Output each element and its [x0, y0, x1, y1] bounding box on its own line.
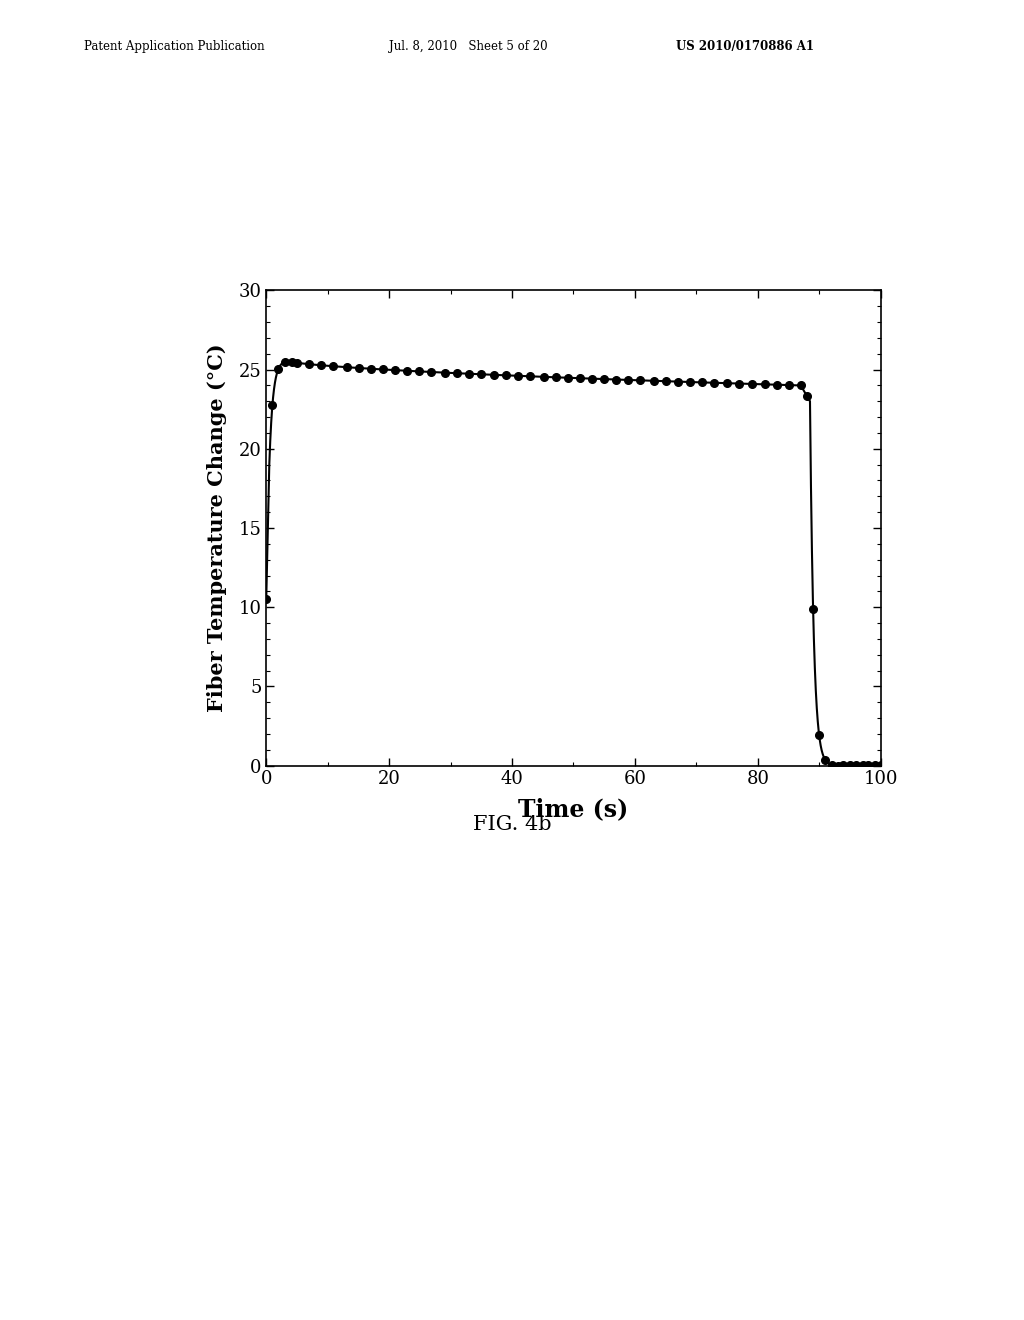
Text: Jul. 8, 2010   Sheet 5 of 20: Jul. 8, 2010 Sheet 5 of 20 [389, 40, 548, 53]
Text: FIG. 4b: FIG. 4b [473, 816, 551, 834]
Text: US 2010/0170886 A1: US 2010/0170886 A1 [676, 40, 814, 53]
Text: Patent Application Publication: Patent Application Publication [84, 40, 264, 53]
Y-axis label: Fiber Temperature Change (°C): Fiber Temperature Change (°C) [207, 343, 227, 713]
X-axis label: Time (s): Time (s) [518, 797, 629, 821]
